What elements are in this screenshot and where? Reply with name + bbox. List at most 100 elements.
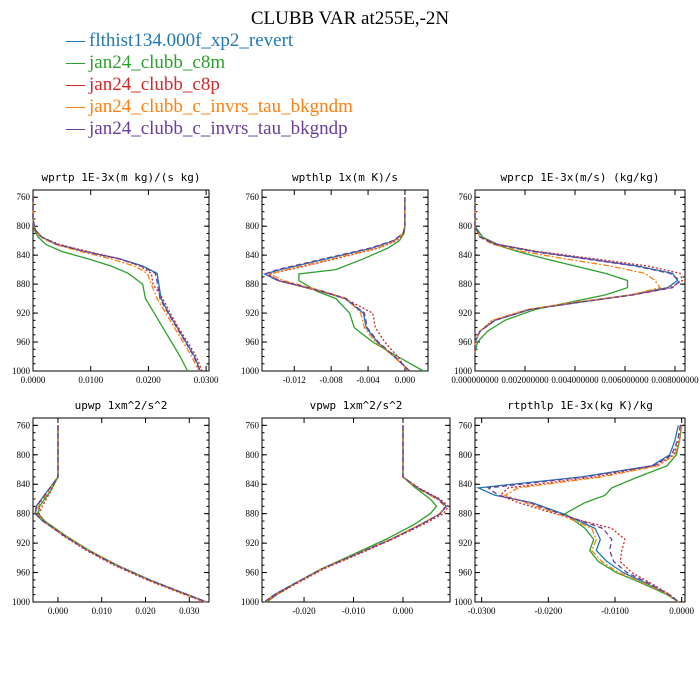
x-tick-label: 0.0100: [78, 375, 103, 385]
y-tick-label: 800: [459, 450, 473, 460]
series-line-0: [32, 197, 201, 372]
x-tick-label: 0.0000: [669, 606, 694, 616]
panel-title: wprtp 1E-3x(m kg)/(s kg): [42, 171, 201, 184]
x-tick-label: 0.010: [92, 606, 113, 616]
y-tick-label: 960: [459, 568, 473, 578]
legend-label: jan24_clubb_c8m: [89, 52, 226, 73]
y-tick-label: 760: [459, 192, 473, 202]
legend-label: flthist134.000f_xp2_revert: [89, 30, 294, 51]
legend-swatch-icon: —: [66, 74, 85, 95]
x-tick-label: -0.004: [356, 375, 380, 385]
y-tick-label: 920: [459, 308, 473, 318]
series-line-2: [266, 197, 409, 372]
legend-label: jan24_clubb_c_invrs_tau_bkgndp: [89, 118, 348, 139]
x-tick-label: -0.012: [283, 375, 306, 385]
y-tick-label: 840: [459, 250, 473, 260]
x-tick-label: 0.000: [395, 375, 416, 385]
series-line-1: [298, 197, 424, 372]
legend-item-3: — jan24_clubb_c_invrs_tau_bkgndm: [66, 96, 353, 118]
y-tick-label: 840: [246, 250, 260, 260]
panel-title: rtpthlp 1E-3x(kg K)/kg: [507, 399, 653, 412]
plot-frame: [261, 189, 429, 372]
series-line-3: [32, 197, 200, 372]
series-line-3: [503, 425, 683, 603]
series-line-0: [475, 425, 679, 603]
series-line-3: [36, 425, 207, 603]
plot-frame: [261, 417, 451, 603]
series-line-3: [474, 197, 662, 353]
y-tick-label: 960: [17, 568, 31, 578]
panel-title: wpthlp 1x(m K)/s: [292, 171, 398, 184]
panel-1: wpthlp 1x(m K)/s 760 800 840 880 920 960 1000 -0…: [241, 171, 429, 385]
panel-0: wprtp 1E-3x(m kg)/(s kg) 760 800 840 880 920 9…: [12, 171, 219, 385]
y-tick-label: 960: [246, 337, 260, 347]
y-tick-label: 960: [246, 568, 260, 578]
y-tick-label: 800: [246, 450, 260, 460]
x-tick-label: 0.0000: [21, 375, 46, 385]
x-tick-label: 0.0300: [194, 375, 219, 385]
y-tick-label: 880: [17, 279, 31, 289]
legend-item-0: — flthist134.000f_xp2_revert: [66, 30, 353, 52]
series-line-0: [34, 425, 208, 603]
y-tick-label: 1000: [454, 366, 473, 376]
panel-2: wprcp 1E-3x(m/s) (kg/kg) 760 800 840 880 920 9…: [451, 171, 699, 385]
y-tick-label: 760: [17, 192, 31, 202]
y-tick-label: 960: [459, 337, 473, 347]
legend-item-4: — jan24_clubb_c_invrs_tau_bkgndp: [66, 118, 353, 140]
y-tick-label: 800: [246, 221, 260, 231]
series-line-3: [264, 425, 446, 603]
series-line-4: [474, 197, 682, 353]
y-tick-label: 1000: [241, 597, 260, 607]
y-tick-label: 800: [17, 221, 31, 231]
panel-title: upwp 1xm^2/s^2: [75, 399, 168, 412]
y-tick-label: 760: [17, 420, 31, 430]
x-tick-label: -0.0200: [534, 606, 562, 616]
x-tick-label: -0.0300: [468, 606, 496, 616]
y-tick-label: 920: [17, 538, 31, 548]
y-tick-label: 960: [17, 337, 31, 347]
y-tick-label: 800: [17, 450, 31, 460]
series-line-4: [32, 197, 201, 372]
y-tick-label: 1000: [241, 366, 260, 376]
y-tick-label: 920: [246, 538, 260, 548]
x-tick-label: 0.000: [393, 606, 414, 616]
series-line-4: [263, 425, 447, 603]
x-tick-label: -0.010: [342, 606, 366, 616]
series-line-3: [268, 197, 410, 372]
series-line-2: [265, 425, 450, 603]
legend-item-1: — jan24_clubb_c8m: [66, 52, 353, 74]
series-line-4: [486, 425, 681, 603]
x-tick-label: 0.006000000: [601, 375, 649, 385]
y-tick-label: 760: [246, 420, 260, 430]
series-line-1: [563, 425, 683, 603]
series-line-1: [266, 425, 438, 603]
y-tick-label: 880: [246, 509, 260, 519]
legend-swatch-icon: —: [66, 52, 85, 73]
series-line-4: [263, 197, 411, 372]
x-tick-label: -0.020: [292, 606, 316, 616]
x-tick-label: 0.000: [48, 606, 69, 616]
y-tick-label: 840: [17, 250, 31, 260]
plot-frame: [474, 189, 686, 372]
legend: — flthist134.000f_xp2_revert — jan24_clubb…: [66, 30, 353, 140]
legend-label: jan24_clubb_c_invrs_tau_bkgndm: [89, 96, 353, 117]
x-tick-label: 0.000000000: [451, 375, 499, 385]
x-tick-label: 0.020: [135, 606, 156, 616]
x-tick-label: 0.004000000: [551, 375, 599, 385]
plot-frame: [474, 417, 686, 603]
x-tick-label: 0.030: [179, 606, 200, 616]
legend-swatch-icon: —: [66, 30, 85, 51]
series-line-4: [34, 425, 207, 603]
y-tick-label: 800: [459, 221, 473, 231]
panel-5: rtpthlp 1E-3x(kg K)/kg 760 800 840 880 920 960…: [454, 399, 695, 616]
y-tick-label: 920: [246, 308, 260, 318]
series-line-1: [32, 197, 189, 372]
y-tick-label: 1000: [12, 597, 31, 607]
figure-title: CLUBB VAR at255E,-2N: [250, 8, 450, 29]
plot-frame: [32, 417, 210, 603]
series-line-2: [474, 197, 684, 353]
legend-swatch-icon: —: [66, 118, 85, 139]
y-tick-label: 760: [459, 420, 473, 430]
y-tick-label: 760: [246, 192, 260, 202]
